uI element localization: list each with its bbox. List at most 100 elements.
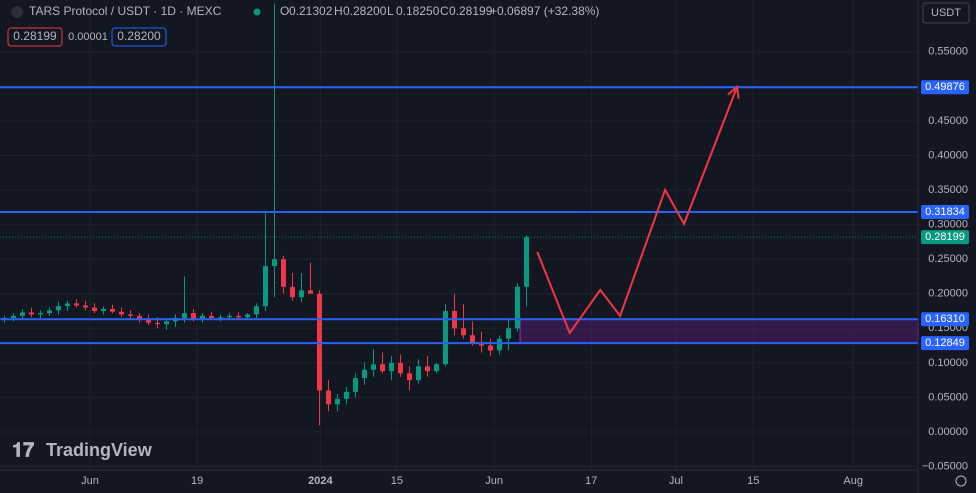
currency[interactable]: USDT [931,7,961,19]
x-tick-label: Jun [485,475,503,487]
candle-body [83,305,88,308]
x-tick-label: Aug [843,475,863,487]
y-tick-label: 0.40000 [928,149,968,161]
buy[interactable]: 0.28200 [117,29,161,43]
last-price-box [921,230,969,245]
y-tick-label: 0.30000 [928,219,968,231]
candle-body [371,364,376,370]
candle-body [497,338,502,351]
candle-body [92,307,97,312]
ohlc-value: 0.18250 [396,4,440,18]
x-tick-label: 19 [191,475,203,487]
sell-box[interactable] [7,27,63,47]
sell[interactable]: 0.28199 [13,29,57,43]
symbol: TARS Protocol / USDT · 1D · MEXC [29,4,222,18]
level-label: 0.49876 [925,81,965,93]
candle-body [461,328,466,336]
candle-body [515,286,520,329]
settings-icon[interactable] [955,475,967,487]
x-tick-label: Jun [81,475,99,487]
candle-body [524,237,529,287]
last-price-label: 0.28199 [925,231,965,243]
plot [0,0,919,470]
ohlc: O 0.21302 H 0.28200 L 0.18250 C 0.28199 [280,4,493,18]
ohlc-value: 0.28199 [449,4,493,18]
candle-body [74,303,79,306]
x-tick-label: Jul [669,475,683,487]
candle-body [443,311,448,365]
candle-body [470,335,475,344]
y-tick-label: 0.25000 [928,253,968,265]
projection-path [536,86,739,336]
candle-body [110,308,115,312]
candle-body [434,364,439,372]
candle-body [56,306,61,311]
candle-body [416,366,421,381]
candle-body [146,320,151,323]
candle-body [272,259,277,267]
level-label-box [921,336,969,351]
change: +0.06897 (+32.38%) [490,4,599,18]
y-tick-label: 0.45000 [928,115,968,127]
ohlc-key: O [280,4,289,18]
candle-body [155,322,160,325]
level-label-box [921,204,969,219]
candle-body [407,373,412,381]
candle-body [164,321,169,325]
candle-body [263,266,268,307]
candle-body [191,313,196,319]
buy-box[interactable] [111,27,167,47]
candle-body [344,391,349,399]
candle-body [236,315,241,318]
candle-body [488,345,493,351]
candle-body [38,313,43,315]
candle-body [254,306,259,315]
candle-body [362,369,367,379]
y-tick-label: 0.55000 [928,46,968,58]
candle-body [227,315,232,318]
y-tick-label: 0.35000 [928,184,968,196]
symbol-icon [11,6,23,18]
ohlc-key: C [440,4,449,18]
candle-body [380,364,385,372]
candle-body [308,290,313,294]
x-tick-label: 17 [585,475,597,487]
candle-body [218,317,223,319]
level-label-box [921,312,969,327]
y-tick-label: 0.10000 [928,357,968,369]
candle-body [317,293,322,391]
spread: 0.00001 [68,31,108,43]
logo-mark: 𝟏𝟕 [12,439,34,461]
candle-body [299,290,304,298]
candle-body [101,308,106,312]
candle-body [65,303,70,307]
ohlc-value: 0.21302 [289,4,333,18]
level-label: 0.31834 [925,206,965,218]
zone [519,318,919,344]
candle-body [20,312,25,316]
header: TARS Protocol / USDT · 1D · MEXC O 0.2130… [7,2,970,487]
ohlc-key: H [334,4,343,18]
x-tick-label: 15 [747,475,759,487]
candle-body [506,328,511,339]
candle-body [281,259,286,287]
candle-body [245,314,250,318]
candle-body [200,315,205,319]
candle-body [425,366,430,372]
level-label: 0.12849 [925,337,965,349]
candle-body [326,390,331,405]
y-tick-label: 0.00000 [928,426,968,438]
y-tick-label: 0.20000 [928,288,968,300]
level-label-box [921,80,969,95]
ohlc-value: 0.28200 [343,4,387,18]
candle-body [137,315,142,321]
level-label: 0.16310 [925,313,965,325]
candle-body [182,313,187,318]
y-tick-label: −0.05000 [922,460,968,472]
currency-button[interactable] [922,2,970,24]
candle-body [119,311,124,315]
candle-body [29,312,34,315]
